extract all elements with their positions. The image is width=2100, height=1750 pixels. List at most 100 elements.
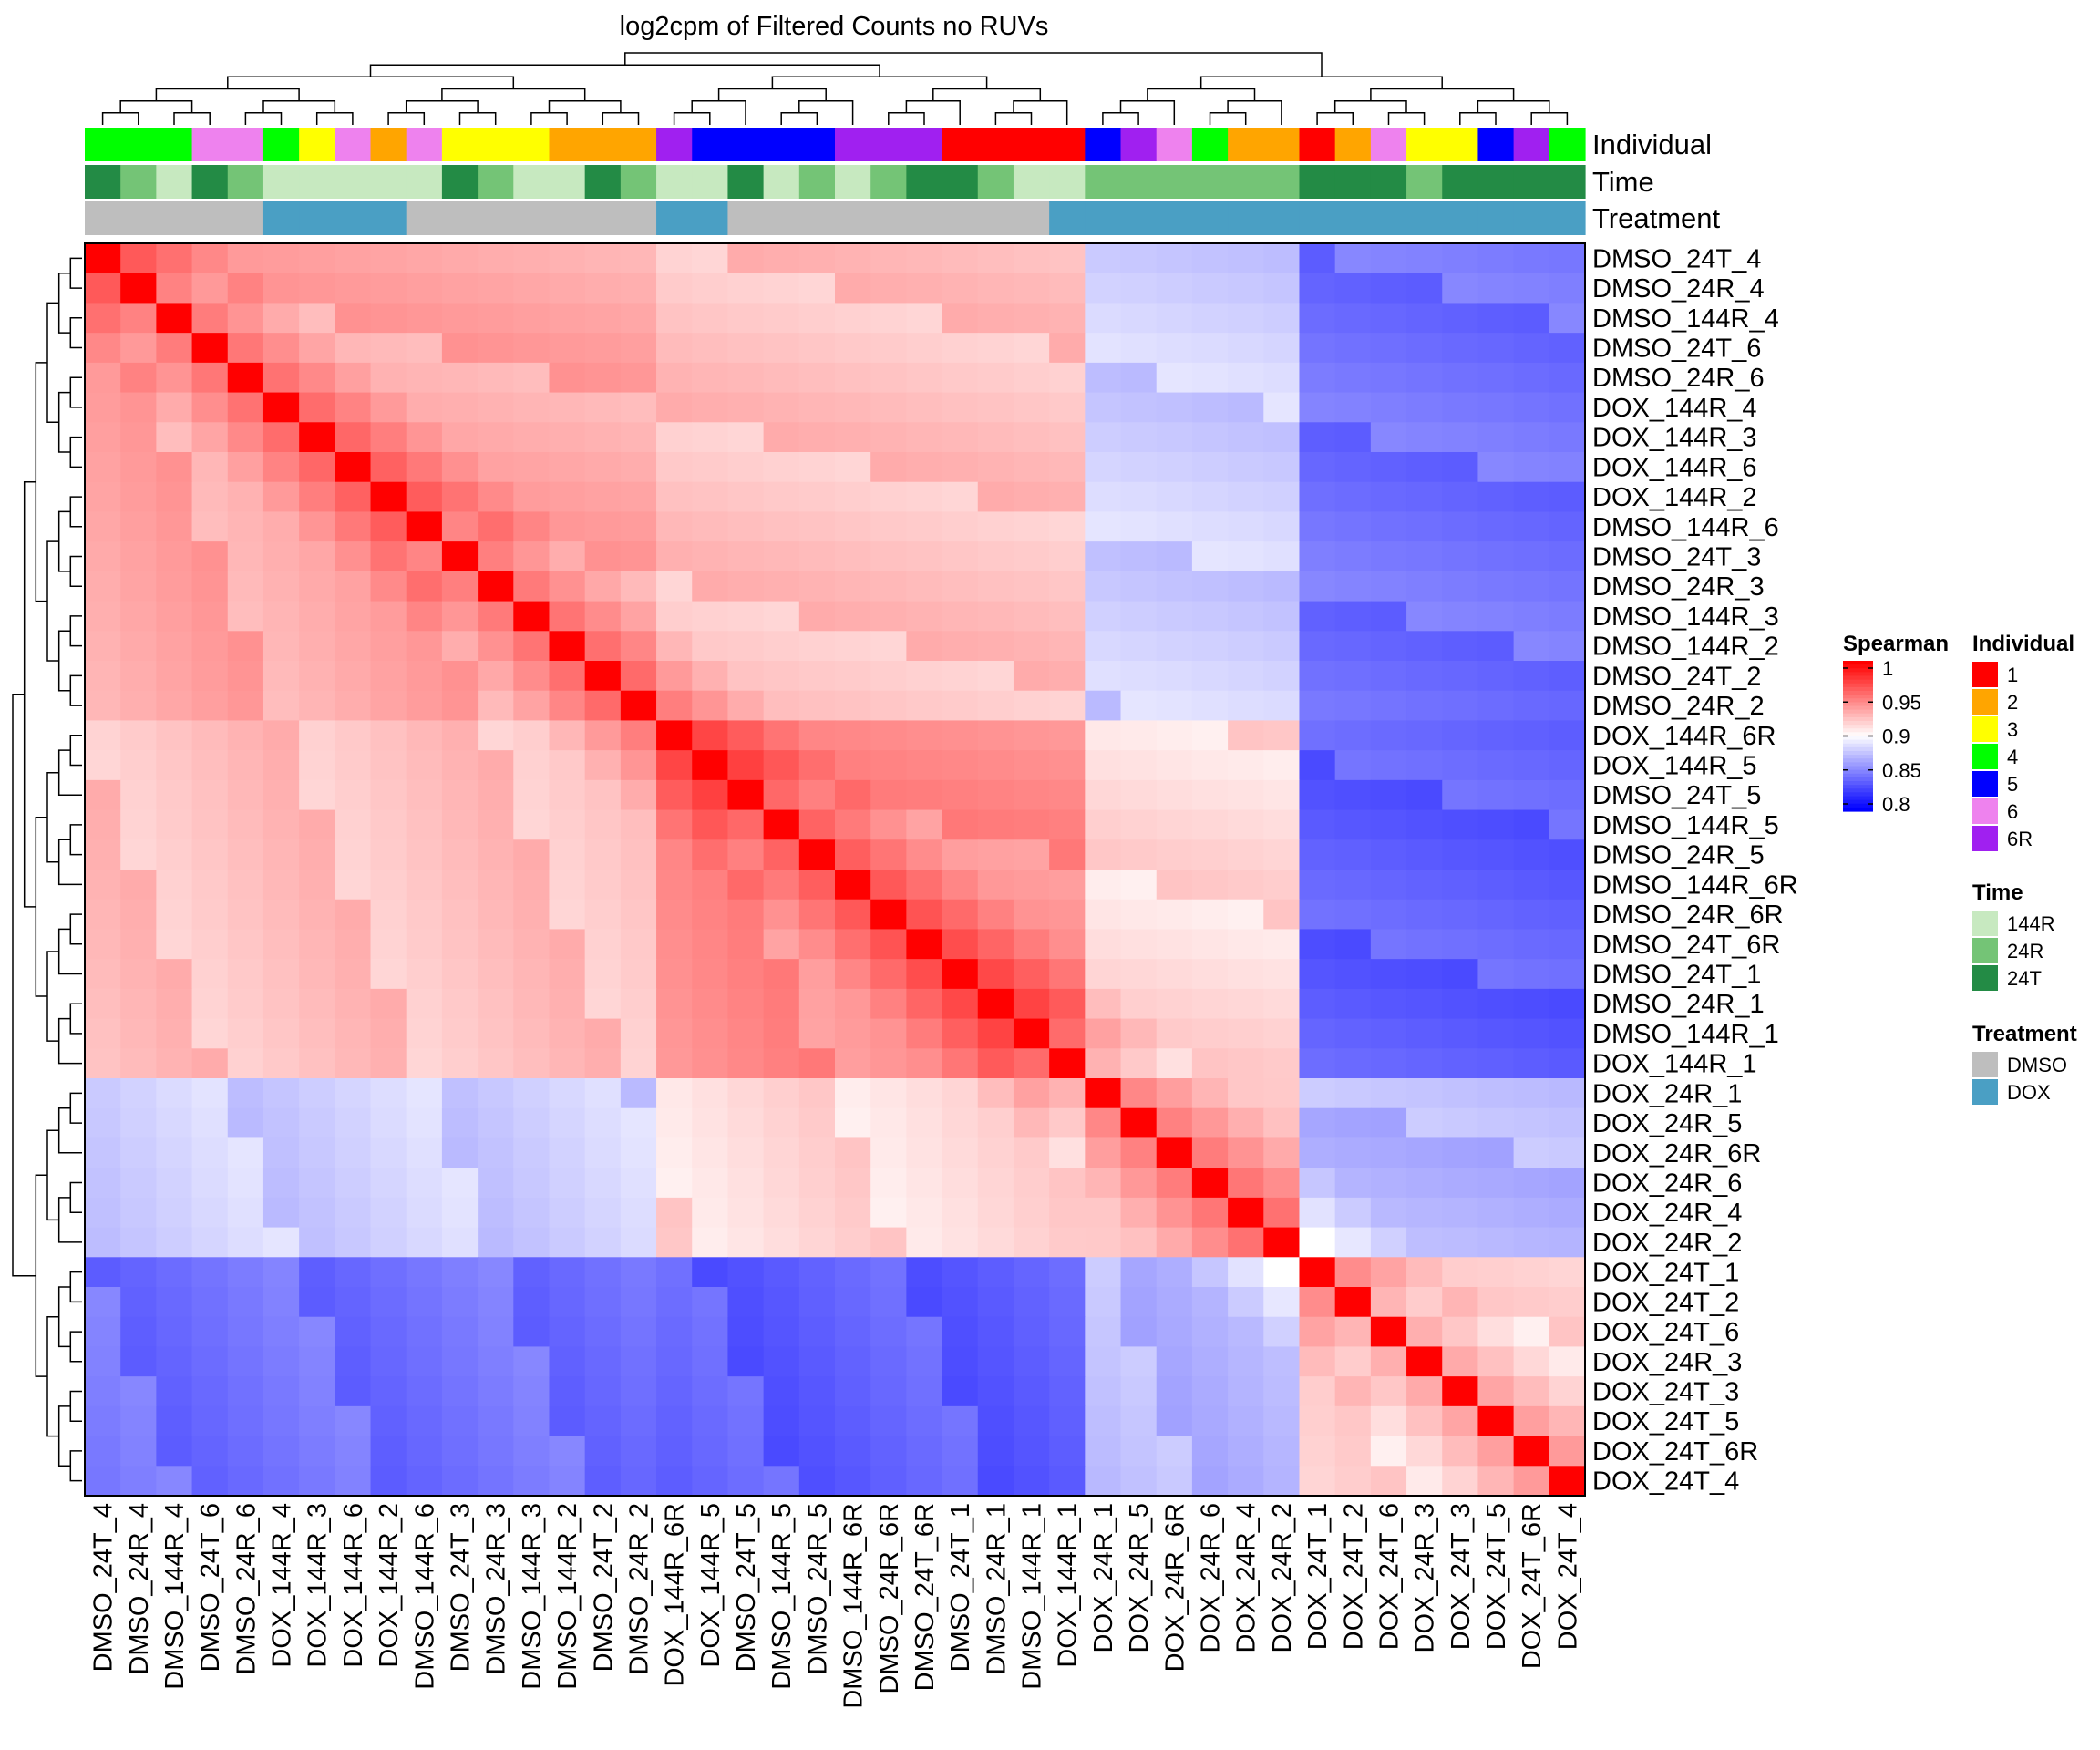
heatmap-cell	[549, 571, 586, 602]
color-scale-step	[1843, 807, 1873, 812]
color-scale-step	[1843, 769, 1873, 775]
heatmap-cell	[1406, 1257, 1443, 1288]
heatmap-cell	[584, 1316, 622, 1348]
heatmap-cell	[370, 690, 407, 722]
heatmap-cell	[1442, 243, 1479, 274]
heatmap-cell	[727, 839, 765, 870]
heatmap-cell	[441, 720, 479, 751]
heatmap-cell	[620, 899, 657, 931]
heatmap-cell	[1156, 631, 1193, 662]
heatmap-cell	[120, 1346, 157, 1377]
heatmap-cell	[584, 1287, 622, 1318]
annotation-cell	[1120, 201, 1158, 235]
heatmap-cell	[1191, 1346, 1229, 1377]
heatmap-cell	[1228, 571, 1264, 602]
dendrogram-branch	[57, 510, 71, 572]
heatmap-cell	[513, 1018, 551, 1049]
heatmap-cell	[620, 1436, 657, 1467]
heatmap-cell	[227, 1107, 264, 1139]
heatmap-cell	[370, 1018, 407, 1049]
row-label: DOX_144R_2	[1592, 483, 1757, 512]
heatmap-cell	[370, 243, 407, 274]
heatmap-cell	[441, 571, 479, 602]
heatmap-cell	[335, 541, 372, 572]
heatmap-cell	[299, 392, 335, 423]
annotation-cell	[870, 128, 907, 161]
heatmap-cell	[262, 1436, 300, 1467]
annotation-cell	[1442, 165, 1479, 199]
heatmap-cell	[584, 1078, 622, 1109]
heatmap-cell	[478, 779, 514, 811]
heatmap-cell	[1370, 392, 1407, 423]
heatmap-cell	[1406, 333, 1443, 364]
heatmap-cell	[513, 452, 551, 483]
heatmap-cell	[1156, 1107, 1193, 1139]
heatmap-cell	[156, 1078, 193, 1109]
heatmap-cell	[727, 750, 765, 781]
heatmap-cell	[656, 1376, 693, 1407]
heatmap-cell	[1049, 273, 1086, 304]
column-label: DMSO_24R_3	[482, 1503, 511, 1675]
heatmap-cell	[1228, 452, 1264, 483]
heatmap-cell	[763, 273, 800, 304]
heatmap-cell	[441, 1376, 479, 1407]
color-scale-step	[1843, 675, 1873, 681]
heatmap-cell	[1049, 1107, 1086, 1139]
heatmap-cell	[1406, 1316, 1443, 1348]
heatmap-cell	[1049, 1168, 1086, 1199]
annotation-cell	[335, 201, 372, 235]
heatmap-cell	[1085, 690, 1122, 722]
annotation-cell	[299, 128, 335, 161]
heatmap-cell	[513, 631, 551, 662]
heatmap-cell	[370, 1346, 407, 1377]
heatmap-cell	[1513, 422, 1550, 453]
heatmap-cell	[85, 690, 121, 722]
heatmap-cell	[1549, 1078, 1586, 1109]
heatmap-cell	[656, 1405, 693, 1437]
heatmap-cell	[656, 273, 693, 304]
heatmap-cell	[1120, 1048, 1158, 1079]
heatmap-cell	[406, 1466, 443, 1497]
heatmap-cell	[299, 661, 335, 692]
heatmap-cell	[262, 1107, 300, 1139]
heatmap-cell	[1370, 959, 1407, 990]
heatmap-cell	[1334, 333, 1372, 364]
heatmap-cell	[870, 362, 907, 394]
heatmap-cell	[835, 1466, 871, 1497]
heatmap-cell	[977, 392, 1014, 423]
heatmap-cell	[620, 750, 657, 781]
heatmap-cell	[191, 1405, 229, 1437]
heatmap-cell	[1120, 1018, 1158, 1049]
heatmap-cell	[262, 511, 300, 542]
heatmap-cell	[1442, 422, 1479, 453]
heatmap-cell	[620, 809, 657, 840]
heatmap-cell	[478, 1436, 514, 1467]
heatmap-cell	[1156, 481, 1193, 513]
heatmap-cell	[441, 452, 479, 483]
heatmap-cell	[1228, 362, 1264, 394]
heatmap-cell	[1156, 661, 1193, 692]
heatmap-cell	[1549, 661, 1586, 692]
heatmap-cell	[1228, 690, 1264, 722]
heatmap-cell	[1513, 362, 1550, 394]
heatmap-cell	[406, 1405, 443, 1437]
heatmap-cell	[1049, 899, 1086, 931]
heatmap-cell	[370, 511, 407, 542]
heatmap-cell	[1406, 779, 1443, 811]
heatmap-cell	[1334, 1078, 1372, 1109]
heatmap-cell	[1549, 571, 1586, 602]
heatmap-cell	[1191, 1168, 1229, 1199]
heatmap-cell	[1013, 362, 1050, 394]
heatmap-cell	[692, 1138, 729, 1168]
heatmap-cell	[1370, 1346, 1407, 1377]
heatmap-cell	[156, 1376, 193, 1407]
heatmap-cell	[870, 243, 907, 274]
heatmap-cell	[1442, 1048, 1479, 1079]
heatmap-cell	[1049, 1316, 1086, 1348]
heatmap-cell	[85, 1018, 121, 1049]
heatmap-cell	[120, 809, 157, 840]
heatmap-cell	[1263, 1107, 1301, 1139]
heatmap-cell	[370, 988, 407, 1020]
heatmap-cell	[1263, 779, 1301, 811]
heatmap-cell	[441, 1436, 479, 1467]
